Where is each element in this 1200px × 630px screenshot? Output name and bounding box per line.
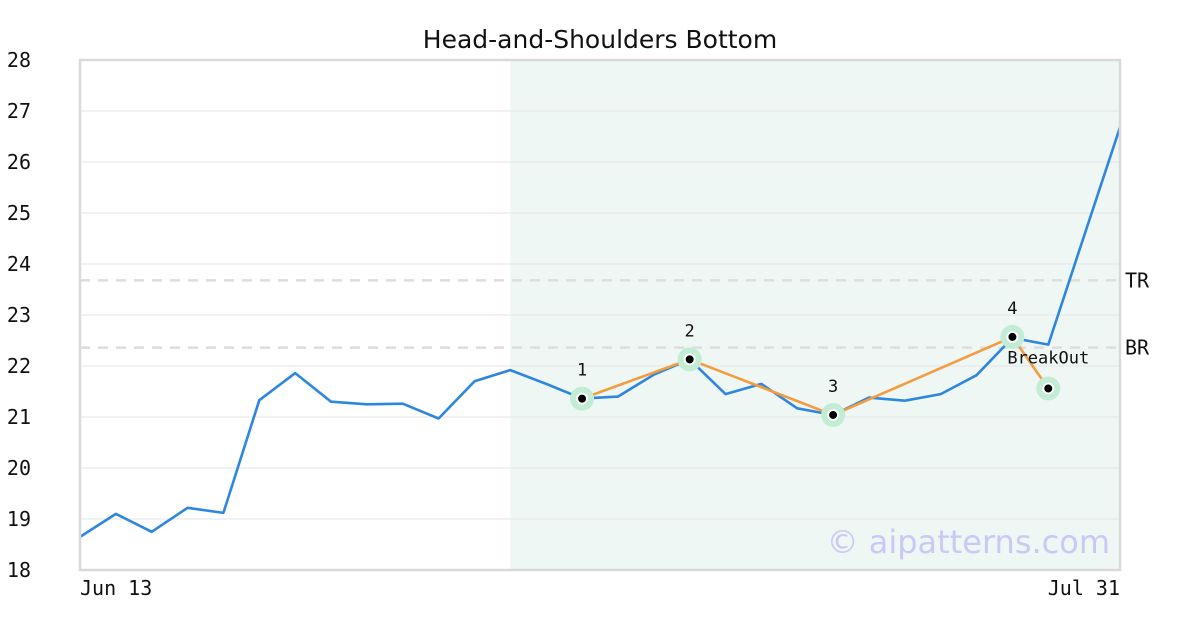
pattern-point [827,408,840,421]
x-tick-label-end: Jul 31 [1048,576,1120,600]
y-tick-label: 28 [7,48,31,72]
price-line [79,126,1122,538]
y-tick-label: 21 [7,405,31,429]
breakout-label: BreakOut [1007,348,1089,368]
y-axis-ticks: 18 19 20 21 22 23 24 25 26 27 28 [7,48,31,582]
level-lines: TR BR [80,268,1150,360]
level-label-br: BR [1125,336,1150,360]
pattern-point-label: 1 [577,361,587,381]
chart-title: Head-and-Shoulders Bottom [423,25,777,54]
y-tick-label: 23 [7,303,31,327]
pattern-point [576,392,589,405]
pattern-point [1042,382,1055,395]
plot-frame [78,58,1122,572]
x-tick-label-start: Jun 13 [80,576,152,600]
watermark: © aipatterns.com [827,523,1110,561]
pattern-point [683,353,696,366]
y-tick-label: 22 [7,354,31,378]
y-tick-label: 20 [7,456,31,480]
y-tick-label: 18 [7,558,31,582]
y-tick-label: 24 [7,252,31,276]
pattern-point-label: 3 [828,377,838,397]
y-tick-label: 26 [7,150,31,174]
pattern-points: 1 2 3 4 BreakOut [570,299,1089,427]
pattern-point-label: 4 [1007,299,1017,319]
x-axis-ticks: Jun 13 Jul 31 [80,576,1120,600]
y-tick-label: 27 [7,99,31,123]
pattern-point [1006,330,1019,343]
level-label-tr: TR [1125,268,1150,292]
y-tick-label: 19 [7,507,31,531]
pattern-point-label: 2 [685,321,695,341]
y-tick-label: 25 [7,201,31,225]
